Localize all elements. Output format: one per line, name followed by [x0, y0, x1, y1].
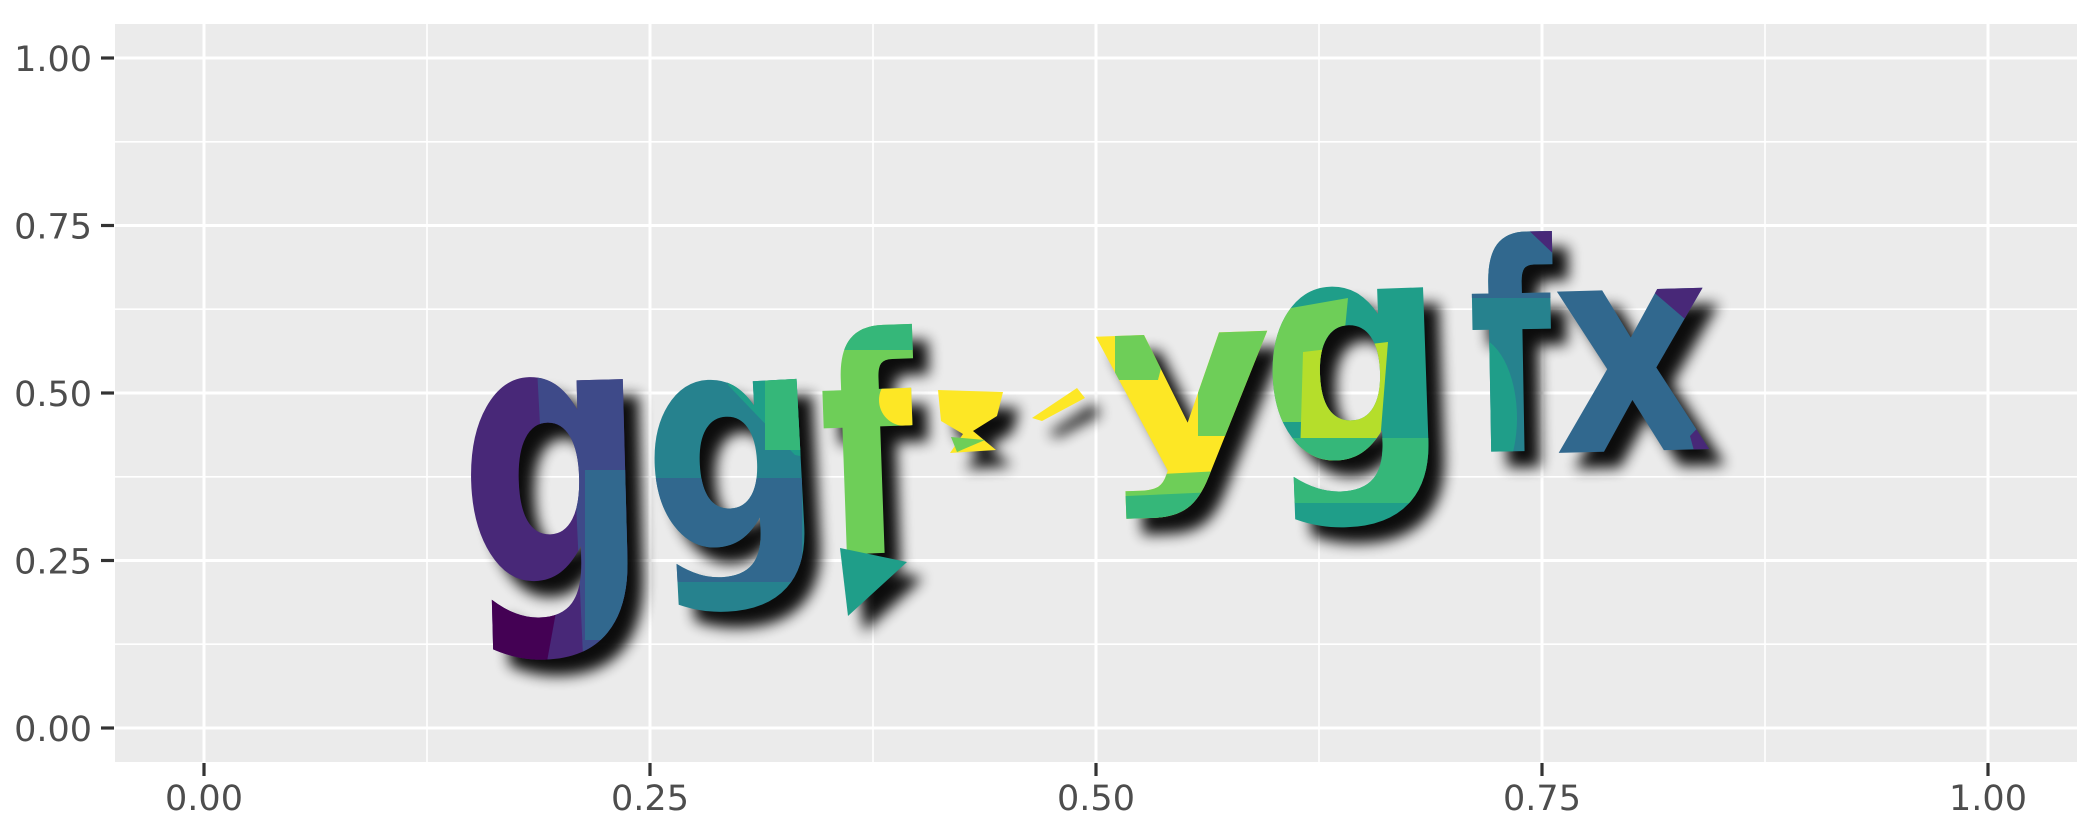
- x-tick-label: 0.00: [165, 779, 243, 819]
- x-tick-label: 1.00: [1949, 779, 2027, 819]
- y-tick-label: 0.75: [14, 208, 92, 248]
- y-tick-label: 0.25: [14, 543, 92, 583]
- x-tick-label: 0.50: [1057, 779, 1135, 819]
- letter-x-base: [1547, 174, 1715, 523]
- x-tick-label: 0.75: [1503, 779, 1581, 819]
- x-tick-label: 0.25: [611, 779, 689, 819]
- y-tick-label: 0.00: [14, 710, 92, 750]
- axis-ticks: [101, 56, 1990, 776]
- y-tick-label: 1.00: [14, 40, 92, 80]
- y-tick-label: 0.50: [14, 375, 92, 415]
- x-axis-labels: 0.00 0.25 0.50 0.75 1.00: [165, 779, 2027, 819]
- y-axis-labels: 1.00 0.75 0.50 0.25 0.00: [14, 40, 92, 750]
